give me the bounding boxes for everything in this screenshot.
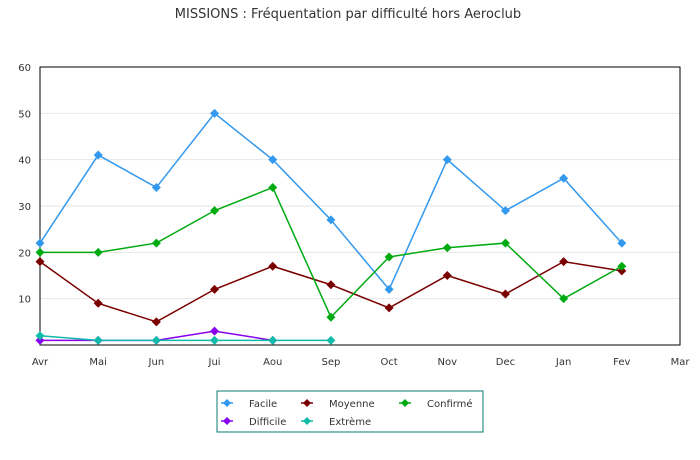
data-point — [384, 284, 394, 294]
data-point — [500, 289, 510, 299]
legend: Facile Moyenne Confirmé Difficile Extrème — [216, 390, 484, 433]
legend-item: Difficile — [221, 417, 286, 428]
legend-box — [216, 390, 484, 433]
chart-title: MISSIONS : Fréquentation par difficulté … — [175, 7, 521, 22]
axes: 10 20 30 40 50 60 Avr Mai Jun Jui Aou Sep Oct Nov Dec J… — [18, 63, 690, 368]
legend-label: Confirmé — [427, 398, 473, 410]
series-line — [39, 112, 623, 291]
x-tick-label: Avr — [32, 357, 49, 368]
data-point — [559, 173, 569, 183]
data-point — [35, 257, 45, 267]
x-tick-label: Aou — [263, 357, 282, 368]
data-point — [326, 215, 336, 225]
data-point — [559, 257, 569, 267]
x-tick-label: Mar — [671, 357, 691, 368]
x-tick-label: Jun — [148, 357, 165, 368]
x-tick-label: Oct — [380, 357, 397, 368]
x-tick-label: Mai — [89, 357, 107, 368]
y-tick-label: 60 — [18, 63, 31, 74]
x-tick-label: Jui — [208, 357, 221, 368]
plot-area — [39, 66, 681, 346]
data-point — [268, 261, 278, 271]
data-point — [442, 271, 452, 280]
legend-label: Facile — [249, 399, 277, 410]
data-point — [93, 298, 103, 308]
x-tick-label: Jan — [555, 357, 571, 368]
series-confirmé — [35, 182, 627, 322]
data-point — [35, 331, 45, 341]
data-point — [93, 335, 103, 345]
data-point — [442, 243, 452, 253]
legend-marker — [303, 417, 311, 425]
data-point — [210, 206, 220, 216]
x-tick-label: Dec — [496, 357, 515, 368]
data-point — [326, 280, 336, 290]
data-point — [326, 312, 336, 322]
data-point — [500, 238, 510, 248]
y-tick-label: 50 — [18, 109, 31, 120]
data-point — [268, 182, 278, 192]
data-point — [93, 247, 103, 257]
legend-label: Difficile — [249, 417, 286, 428]
data-point — [210, 284, 220, 294]
data-point — [151, 238, 161, 248]
data-point — [384, 252, 394, 262]
data-point — [35, 335, 45, 345]
data-point — [210, 108, 220, 118]
legend-item: Extrème — [301, 416, 371, 428]
data-point — [35, 247, 45, 257]
data-point — [617, 261, 627, 271]
legend-marker — [401, 399, 409, 407]
data-point — [500, 206, 510, 216]
data-point — [617, 266, 627, 276]
y-tick-label: 10 — [18, 295, 31, 306]
series-extrème — [35, 331, 336, 345]
x-tick-label: Sep — [321, 357, 340, 368]
y-tick-label: 20 — [18, 248, 31, 259]
data-point — [35, 238, 45, 248]
legend-item: Facile — [221, 399, 277, 410]
series-line — [39, 334, 331, 342]
series-group — [35, 108, 627, 345]
grid-lines — [40, 112, 680, 300]
legend-item: Moyenne — [301, 399, 375, 410]
data-point — [617, 238, 627, 248]
x-tick-label: Nov — [438, 357, 458, 368]
legend-label: Moyenne — [329, 399, 375, 410]
data-point — [559, 294, 569, 304]
data-point — [151, 317, 161, 327]
data-point — [151, 182, 161, 192]
data-point — [384, 303, 394, 313]
legend-label: Extrème — [329, 416, 371, 428]
legend-marker — [223, 399, 231, 407]
legend-marker — [303, 399, 311, 407]
y-tick-label: 40 — [18, 156, 31, 167]
data-point — [268, 335, 278, 345]
data-point — [93, 150, 103, 160]
data-point — [326, 335, 336, 345]
legend-item: Confirmé — [399, 398, 473, 410]
data-point — [210, 335, 220, 345]
series-facile — [35, 108, 627, 294]
x-tick-label: Fev — [613, 357, 630, 368]
y-tick-label: 30 — [18, 202, 31, 213]
data-point — [151, 335, 161, 345]
legend-marker — [223, 417, 231, 425]
data-point — [268, 155, 278, 165]
series-moyenne — [35, 257, 627, 327]
data-point — [442, 155, 452, 165]
data-point — [210, 326, 220, 336]
